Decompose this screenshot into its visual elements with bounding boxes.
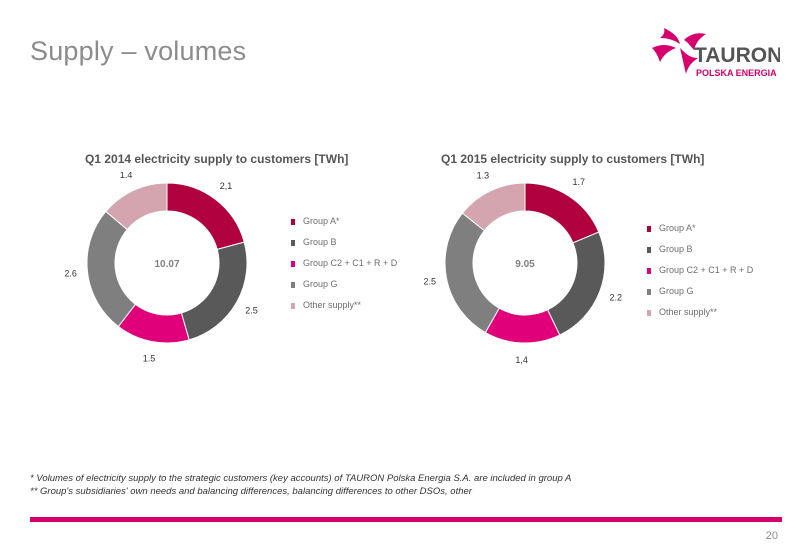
legend-label: Other supply** [303,300,362,310]
data-label: 1.5 [143,353,156,363]
page-number: 20 [765,530,778,542]
legend-item-other-supply: Other supply** [291,300,397,321]
footnote-other-supply: ** Group's subsidiaries' own needs and b… [30,486,472,497]
legend-item-group-a: Group A* [291,216,397,237]
legend-marker [647,289,651,295]
donut-chart-q1-2014: 2,1 2.5 1.5 2.6 1.4 10.07 [64,172,258,363]
legend-item-other-supply: Other supply** [647,307,753,328]
legend-marker [647,226,651,232]
legend-item-group-g: Group G [291,279,397,300]
donut-slice [461,182,526,232]
data-label: 1.4 [120,172,133,180]
donut-slice [444,212,500,334]
slide-title: Supply – volumes [30,36,247,66]
legend-item-group-a: Group A* [647,223,753,244]
donut-chart-q1-2015: 1.7 2.2 1,4 2.5 1.3 9.05 [423,172,622,365]
tauron-logo-mark-icon [652,28,706,74]
donut-slice [105,182,168,231]
legend-q1-2014: Group A* Group B Group C2 + C1 + R + D G… [291,216,397,321]
donut-center-total: 10.07 [154,259,179,270]
data-label: 2.6 [64,269,77,279]
data-label: 1.7 [572,177,585,187]
legend-label: Group B [659,244,693,254]
donut-slice [180,241,248,341]
data-label: 2.5 [245,306,258,316]
legend-marker [291,261,295,267]
data-label: 2.2 [609,292,622,302]
tauron-logo-tagline: POLSKA ENERGIA [696,68,777,78]
data-label: 1,4 [515,355,528,365]
legend-label: Group B [303,237,337,247]
legend-marker [647,247,651,253]
legend-item-group-c: Group C2 + C1 + R + D [291,258,397,279]
data-label: 2,1 [220,181,233,191]
legend-marker [291,303,295,309]
chart-title-q1-2014: Q1 2014 electricity supply to customers … [85,152,349,166]
legend-label: Group G [303,279,338,289]
legend-marker [291,240,295,246]
legend-label: Group A* [303,216,340,226]
legend-item-group-b: Group B [291,237,397,258]
footnote-key-accounts: * Volumes of electricity supply to the s… [30,473,572,484]
legend-label: Group C2 + C1 + R + D [659,265,754,275]
legend-q1-2015: Group A* Group B Group C2 + C1 + R + D G… [647,223,753,328]
legend-label: Group C2 + C1 + R + D [303,258,398,268]
donut-slice [546,231,606,336]
legend-label: Group A* [659,223,696,233]
legend-marker [291,219,295,225]
donut-center-total: 9.05 [515,259,535,270]
legend-label: Other supply** [659,307,718,317]
legend-marker [647,268,651,274]
legend-marker [291,282,295,288]
legend-item-group-g: Group G [647,286,753,307]
data-label: 2.5 [423,276,436,286]
donut-slice [166,182,245,251]
legend-item-group-c: Group C2 + C1 + R + D [647,265,753,286]
donut-slice [524,182,600,244]
legend-item-group-b: Group B [647,244,753,265]
legend-marker [647,310,651,316]
tauron-logo: TAURON POLSKA ENERGIA [652,28,780,78]
data-label: 1.3 [477,172,490,181]
tauron-logo-wordmark: TAURON [694,44,780,67]
legend-label: Group G [659,286,694,296]
chart-title-q1-2015: Q1 2015 electricity supply to customers … [441,152,705,166]
footer-rule [30,517,782,522]
